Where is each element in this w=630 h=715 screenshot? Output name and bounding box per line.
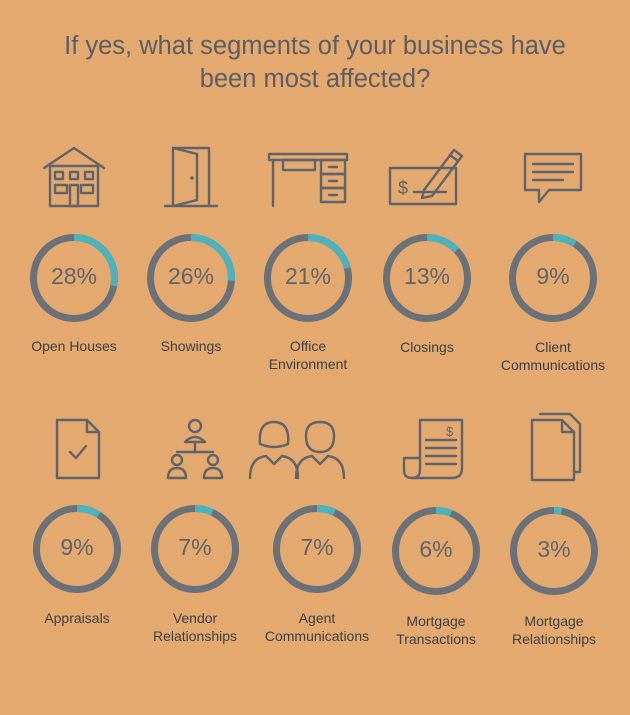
donut-value-arc [33,505,121,593]
segment-label: Appraisals [44,610,110,626]
donut-value-arc [30,234,118,322]
segment-label: Vendor Relationships [152,610,238,644]
percent-value: 21% [284,263,332,289]
percent-value: 3% [537,536,571,562]
title-line-1: If yes, what segments of your business h… [64,32,566,60]
donut-ring [383,234,471,322]
donut-value-arc [383,234,471,322]
segment-label: Mortgage Transactions [396,613,476,647]
invoice-scroll-icon: $ [371,412,501,488]
desk-icon [243,140,373,216]
svg-text:$: $ [446,424,454,439]
donut-value-arc [264,234,352,322]
chat-bubble-icon [488,140,618,216]
segment-label: Showings [160,338,222,354]
donut-ring [392,507,480,595]
segment-label: Client Communications [500,339,606,373]
page-title: If yes, what segments of your business h… [0,30,630,96]
donut-value-arc [273,505,361,593]
segment-label: Closings [400,339,454,355]
donut-ring [509,234,597,322]
donut-ring [273,505,361,593]
door-icon [126,140,256,216]
percent-value: 9% [60,534,94,560]
segment-label: Open Houses [31,338,117,354]
donut-ring [264,234,352,322]
donut-value-arc [147,234,235,322]
house-icon [9,140,139,216]
stacked-pages-icon [489,412,619,488]
donut-value-arc [510,507,598,595]
segment-label: Office Environment [268,338,348,372]
percent-value: 7% [178,534,212,560]
donut-ring [151,505,239,593]
document-check-icon [12,412,142,488]
segment-label: Mortgage Relationships [511,613,597,647]
donut-ring [147,234,235,322]
check-signing-icon: $ [362,140,492,216]
donut-value-arc [509,234,597,322]
percent-value: 7% [300,534,334,560]
donut-ring [510,507,598,595]
percent-value: 9% [536,263,570,289]
people-icon [248,412,382,488]
percent-value: 6% [419,536,453,562]
donut-ring [30,234,118,322]
segment-label: Agent Communications [264,610,370,644]
svg-text:$: $ [398,178,408,198]
percent-value: 28% [50,263,98,289]
donut-ring [33,505,121,593]
donut-value-arc [392,507,480,595]
title-line-2: been most affected? [199,65,431,93]
org-chart-icon [130,412,260,488]
percent-value: 26% [167,263,215,289]
percent-value: 13% [403,263,451,289]
donut-value-arc [151,505,239,593]
